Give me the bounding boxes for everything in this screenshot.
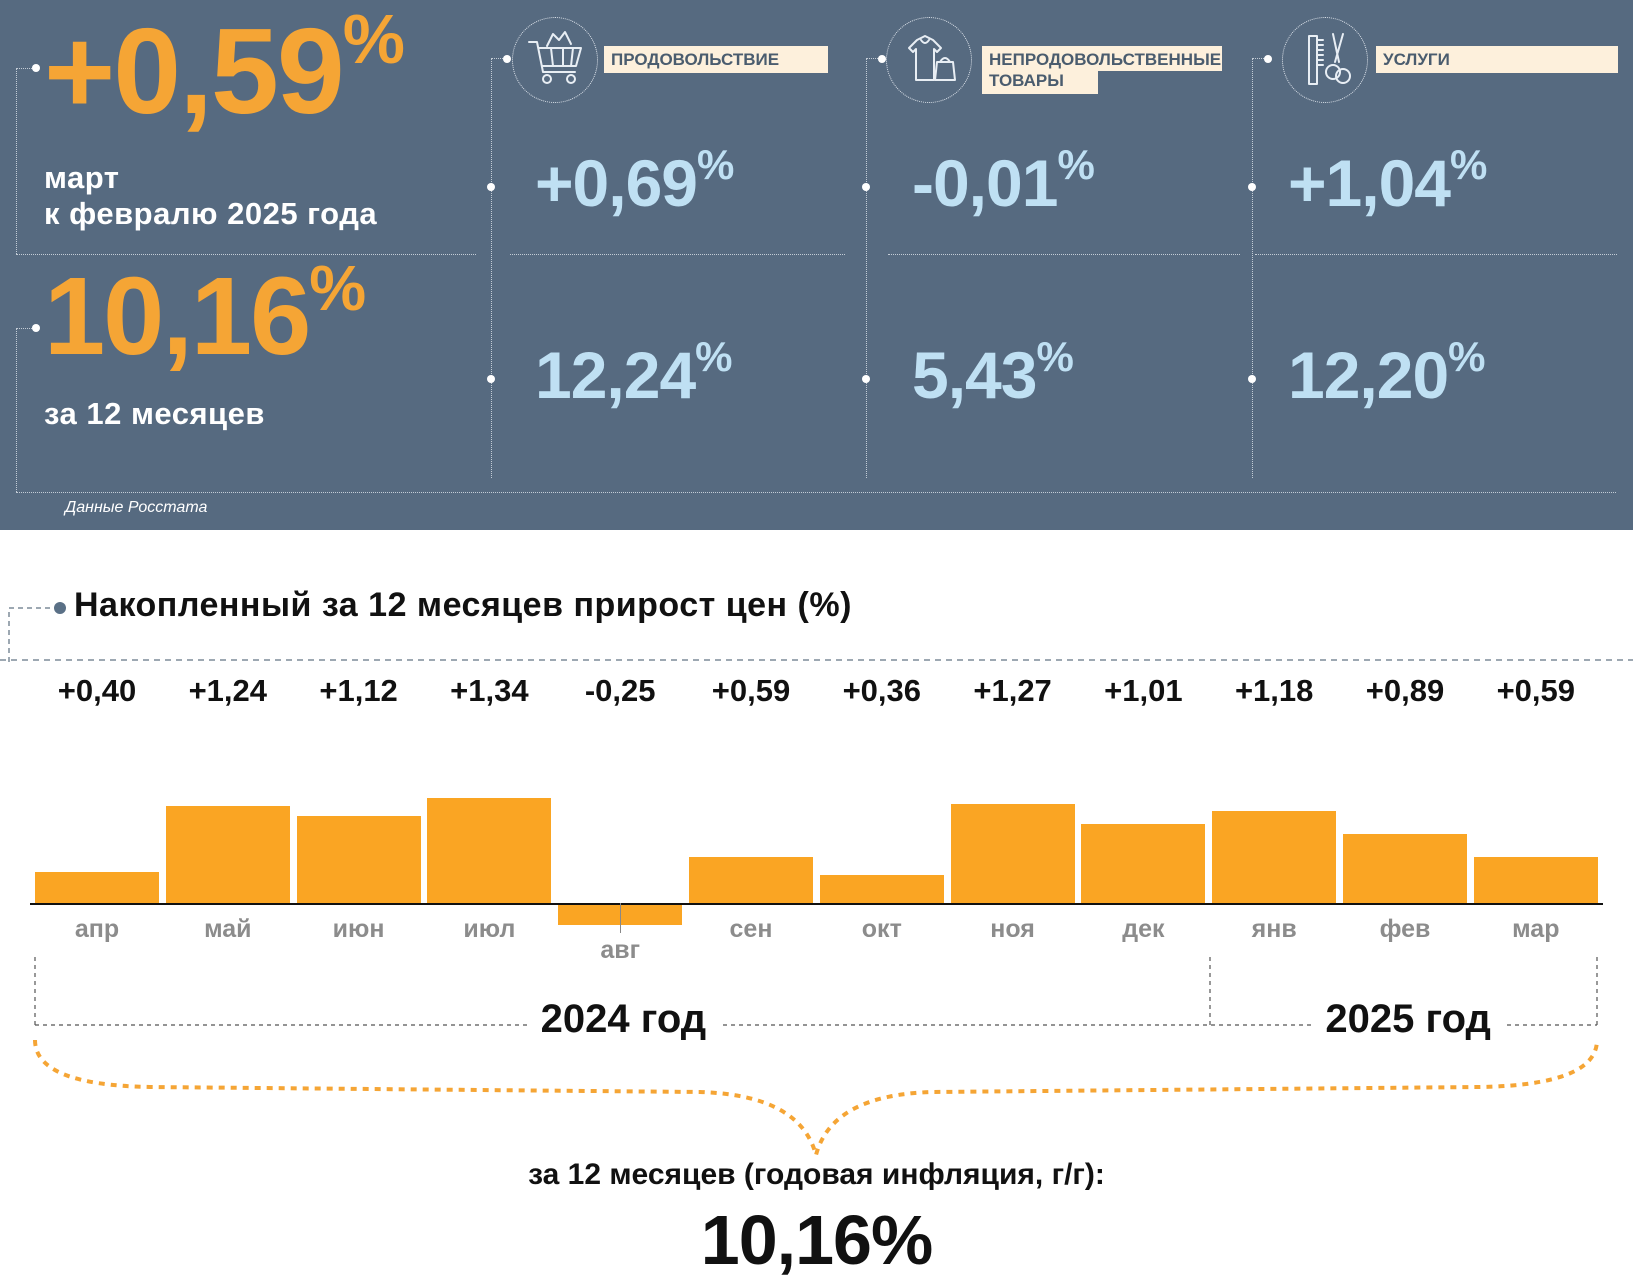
bar-10	[1212, 810, 1337, 903]
food-monthly-value: +0,69%	[535, 141, 735, 220]
bar-value-label: +1,24	[188, 673, 268, 708]
monthly-inflation-value: +0,59%	[44, 0, 405, 139]
connector-line	[16, 68, 36, 69]
month-label: дек	[1122, 915, 1165, 943]
connector-node	[878, 55, 886, 63]
connector-line	[16, 68, 17, 254]
connector-node	[1248, 183, 1256, 191]
connector-line	[1252, 58, 1253, 478]
monthly-caption: март к февралю 2025 года	[44, 160, 377, 232]
category-label-nonfood: НЕПРОДОВОЛЬСТВЕННЫЕ	[982, 46, 1222, 71]
month-label: июл	[463, 915, 516, 943]
connector-node	[32, 64, 40, 72]
bar-value-label: +0,89	[1365, 673, 1445, 708]
bar-2	[165, 806, 290, 903]
month-label: июн	[332, 915, 385, 943]
divider	[888, 254, 1240, 255]
connector-node	[487, 183, 495, 191]
bar-8	[950, 803, 1075, 903]
connector-line	[491, 58, 505, 59]
connector-node	[32, 324, 40, 332]
axis-tick	[620, 903, 622, 933]
x-axis-line	[30, 903, 1603, 905]
month-label: авг	[600, 936, 641, 964]
title-connector	[0, 602, 1633, 662]
connector-line	[16, 328, 36, 329]
year-label-2024: 2024 год	[526, 997, 721, 1042]
connector-node	[862, 183, 870, 191]
divider	[1255, 254, 1617, 255]
connector-line	[866, 58, 867, 478]
bar-7	[819, 874, 944, 903]
bar-value-label: +0,36	[842, 673, 922, 708]
services-monthly-value: +1,04%	[1288, 141, 1488, 220]
bar-1	[35, 871, 159, 903]
month-label: сен	[729, 915, 773, 943]
bar-6	[689, 856, 813, 903]
chart-title: Накопленный за 12 месяцев прирост цен (%…	[74, 586, 852, 624]
connector-line	[16, 328, 17, 492]
nonfood-monthly-value: -0,01%	[912, 141, 1095, 220]
food-annual-value: 12,24%	[535, 333, 733, 412]
month-label: ноя	[990, 915, 1035, 943]
divider	[510, 254, 845, 255]
category-label-nonfood-line1: НЕПРОДОВОЛЬСТВЕННЫЕ	[989, 50, 1222, 69]
bar-value-label: +0,40	[57, 673, 137, 708]
connector-node	[487, 375, 495, 383]
connector-node	[503, 55, 511, 63]
bar-value-label: +0,59	[1496, 673, 1576, 708]
bar-value-label: +1,27	[973, 673, 1052, 708]
month-label: май	[204, 915, 252, 943]
annual-summary-label: за 12 месяцев (годовая инфляция, г/г):	[528, 1158, 1105, 1191]
bar-4	[427, 798, 552, 903]
clothing-bag-icon	[886, 17, 972, 103]
bar-12	[1473, 856, 1598, 903]
category-label-food: ПРОДОВОЛЬСТВИЕ	[604, 46, 828, 73]
month-label: янв	[1251, 915, 1297, 943]
connector-node	[862, 375, 870, 383]
connector-line	[866, 58, 880, 59]
divider	[16, 254, 476, 255]
bar-value-label: -0,25	[584, 673, 656, 708]
monthly-caption-line1: март	[44, 160, 120, 195]
category-label-nonfood-line2: ТОВАРЫ	[982, 69, 1098, 94]
bar-value-label: +1,01	[1104, 673, 1183, 708]
divider	[16, 492, 1616, 493]
month-label: мар	[1512, 915, 1560, 943]
annual-summary-value: 10,16%	[700, 1201, 933, 1279]
year-brackets	[33, 957, 1599, 1155]
bar-9	[1081, 824, 1206, 903]
bar-11	[1343, 833, 1467, 903]
bar-value-label: +0,59	[711, 673, 791, 708]
connector-line	[491, 58, 492, 478]
year-label-2025: 2025 год	[1311, 997, 1505, 1042]
services-annual-value: 12,20%	[1288, 333, 1486, 412]
shopping-cart-icon	[512, 17, 598, 103]
annual-inflation-value: 10,16%	[44, 252, 367, 378]
month-label: апр	[74, 915, 120, 943]
month-label: окт	[861, 915, 902, 943]
bar-value-label: +1,34	[450, 673, 529, 708]
comb-scissors-icon	[1282, 17, 1368, 103]
annual-caption: за 12 месяцев	[44, 396, 265, 431]
connector-line	[1252, 58, 1266, 59]
bar-value-label: +1,18	[1234, 673, 1314, 708]
bar-3	[296, 815, 421, 903]
monthly-caption-line2: к февралю 2025 года	[44, 196, 378, 231]
connector-node	[1264, 55, 1272, 63]
source-note: Данные Росстата	[65, 499, 208, 516]
connector-node	[1248, 375, 1256, 383]
month-label: фев	[1379, 915, 1431, 943]
nonfood-annual-value: 5,43%	[912, 333, 1074, 412]
bar-value-label: +1,12	[319, 673, 398, 708]
summary-panel: +0,59% март к февралю 2025 года 10,16% з…	[0, 0, 1633, 530]
category-label-services: УСЛУГИ	[1376, 46, 1618, 73]
